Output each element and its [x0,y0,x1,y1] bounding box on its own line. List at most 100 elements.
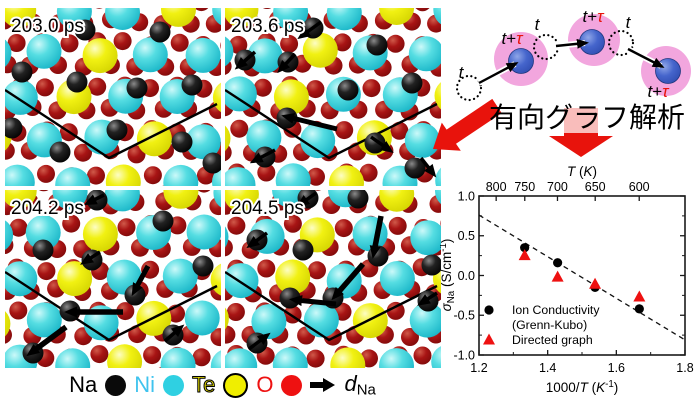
red-arrow-to-snapshots [433,98,502,151]
o-atom [230,119,249,138]
legend-swatch-na [105,374,127,396]
na-atom [49,141,71,163]
na-atom [366,34,388,56]
o-atom [116,302,135,321]
legend-swatch-ni [163,374,185,396]
ni-atom [5,164,35,186]
na-displacement-arrow [281,113,338,132]
data-point-triangle [633,290,646,302]
ni-atom [162,258,198,294]
ni-atom [55,167,91,186]
te-atom [161,8,196,27]
t-plus-tau-label: t+τ [501,29,524,48]
x-tick-label: 1.2 [470,361,487,375]
na-atom [192,255,214,277]
na-displacement-arrow [163,324,185,343]
ni-atom [26,302,62,338]
o-atom [257,163,276,182]
ni-atom [433,8,441,25]
ni-atom [273,8,309,30]
na-displacement-arrow [247,332,271,351]
na-displacement-arrow [80,250,101,265]
legend-label-o: O [256,372,274,397]
o-atom [308,261,326,280]
na-atom [404,157,426,179]
hop-arrow [627,47,665,68]
o-atom [226,303,245,321]
ni-atom [404,122,440,158]
ni-atom [212,8,221,26]
o-atom [9,218,28,237]
data-point-circle [553,258,563,268]
ni-atom [104,190,140,212]
ni-atom [300,123,336,159]
o-atom [220,42,221,49]
te-atom [82,216,118,252]
ni-atom [379,348,414,368]
te-atom [379,190,415,212]
legend-label-te: Te [192,372,216,397]
o-atom [440,220,441,227]
na-atom [11,61,33,83]
o-atom [359,163,378,182]
na-displacement-arrow [83,193,105,206]
o-atom [262,8,272,9]
o-atom [210,328,221,347]
te-atom [105,164,141,186]
t-label: t [626,13,632,32]
y-tick-label: -1.0 [453,348,475,362]
legend-series2-label: Directed graph [512,333,593,347]
o-atom [253,78,272,97]
x-tick-label: 1.4 [539,361,556,375]
o-atom [113,32,132,51]
o-atom [334,219,353,238]
y-axis-label: σNa (S/cm-1) [440,239,457,312]
te-atom [136,121,172,157]
na-atom [32,239,54,261]
displacement-arrow-icon [310,378,336,392]
ni-atom [225,167,256,186]
na-displacement-arrow [131,264,151,297]
ion-position-t-ghost [607,29,635,57]
na-atom [347,190,369,209]
na-atom [181,74,203,96]
o-atom [413,346,432,365]
data-point-triangle [551,270,564,282]
na-atom [5,117,23,139]
na-atom [337,79,359,101]
ion-position-t-ghost [455,74,483,102]
migration-path-line [225,88,438,160]
te-atom [379,8,415,25]
ni-atom [5,220,14,250]
ni-atom [379,261,415,296]
ni-atom [26,33,62,69]
ni-atom [184,300,220,336]
te-atom [5,190,37,209]
o-atom [257,259,276,278]
ni-atom [225,263,259,299]
o-atom [307,167,325,186]
legend-swatch-o [281,374,303,396]
ni-atom [410,220,441,256]
ion-core [508,48,534,74]
md-snapshot-panel-4: 204.5 ps [225,190,441,368]
na-atom [74,19,96,41]
y-tick-label: 0.0 [458,269,475,283]
ni-atom [225,226,229,248]
te-atom [273,79,309,115]
ni-atom [272,347,308,368]
x-tick-label: 1.6 [608,361,625,375]
top-axis-title: T (K) [567,164,597,179]
ni-atom [435,167,441,186]
legend-series1-line1: Ion Conductivity [512,303,600,317]
te-atom [225,307,229,330]
o-atom [90,345,109,364]
x-tick-label: 1.8 [676,361,693,375]
ni-atom [247,38,283,74]
o-atom [335,121,354,140]
data-point-circle [634,304,644,314]
o-atom [306,80,325,99]
directed-graph-diagram: t+τ t+τ t+τ t t t 有向グラフ解析 [433,7,697,157]
o-atom [314,190,322,191]
